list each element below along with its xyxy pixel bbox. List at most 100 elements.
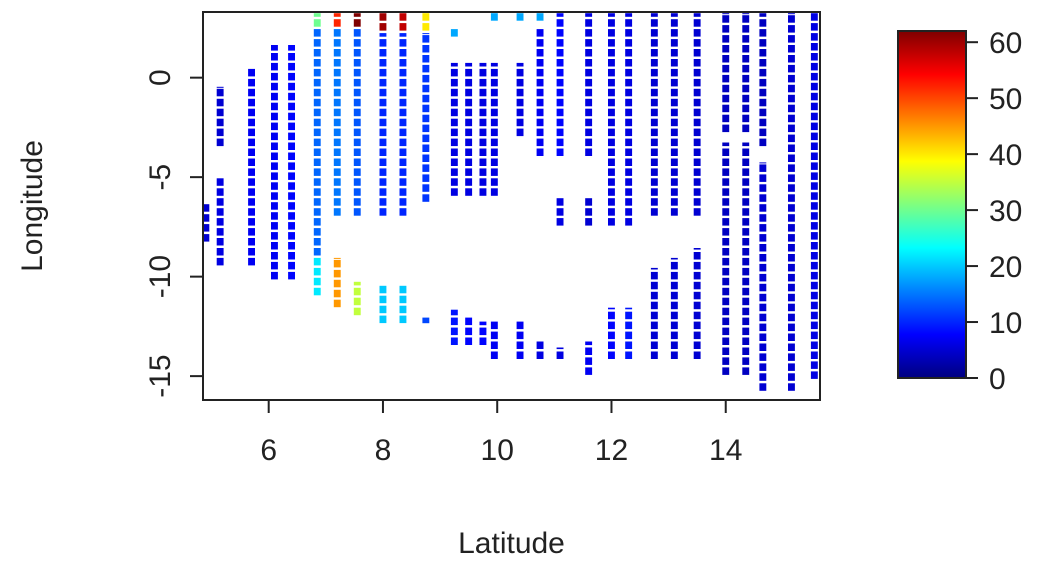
heatmap-cell: [625, 311, 633, 320]
heatmap-cell: [422, 64, 430, 73]
heatmap-cell: [722, 248, 730, 256]
heatmap-cell: [536, 118, 544, 127]
heatmap-cell: [625, 188, 633, 196]
heatmap-cell: [693, 178, 701, 186]
heatmap-cell: [379, 178, 387, 186]
heatmap-cell: [693, 39, 701, 47]
heatmap-cell: [810, 72, 818, 81]
heatmap-cell: [516, 108, 524, 117]
heatmap-cell: [693, 301, 701, 310]
heatmap-cell: [422, 317, 430, 324]
heatmap-cell: [693, 128, 701, 137]
heatmap-cell: [742, 347, 750, 355]
heatmap-cell: [670, 208, 678, 216]
heatmap-cell: [650, 271, 658, 280]
heatmap-cell: [742, 55, 750, 63]
heatmap-cell: [810, 53, 818, 61]
heatmap-cell: [333, 88, 341, 97]
heatmap-cell: [516, 88, 524, 97]
heatmap-cell: [693, 108, 701, 117]
heatmap-cell: [271, 232, 278, 240]
heatmap-cell: [479, 108, 487, 117]
heatmap-cell: [608, 29, 615, 37]
heatmap-cell: [742, 158, 750, 166]
heatmap-cell: [722, 13, 730, 15]
colorbar-tick-label: 10: [989, 307, 1022, 340]
heatmap-cell: [759, 333, 767, 341]
heatmap-cell: [313, 29, 321, 37]
heatmap-cell: [288, 132, 295, 141]
heatmap-cell: [759, 68, 767, 77]
heatmap-cell: [353, 158, 361, 166]
heatmap-cell: [465, 337, 473, 345]
heatmap-cell: [585, 148, 593, 156]
heatmap-cell: [465, 158, 473, 166]
heatmap-cell: [670, 88, 678, 97]
heatmap-cell: [742, 357, 750, 365]
heatmap-cell: [271, 162, 278, 170]
heatmap-cell: [248, 168, 255, 176]
heatmap-cell: [422, 94, 430, 103]
heatmap-cell: [216, 128, 224, 137]
heatmap-cell: [759, 138, 767, 147]
heatmap-cell: [585, 218, 593, 226]
heatmap-cell: [625, 128, 633, 137]
heatmap-cell: [585, 13, 593, 17]
heatmap-cell: [465, 168, 473, 176]
heatmap-cell: [271, 212, 278, 220]
heatmap-cell: [422, 45, 430, 53]
heatmap-cell: [313, 287, 321, 296]
heatmap-cell: [353, 307, 361, 316]
heatmap-cell: [650, 19, 658, 27]
heatmap-cell: [788, 164, 795, 172]
heatmap-cell: [216, 118, 224, 127]
heatmap-cell: [399, 33, 407, 37]
heatmap-cell: [650, 88, 658, 97]
heatmap-cell: [670, 59, 678, 67]
heatmap-cell: [313, 68, 321, 77]
heatmap-cell: [742, 198, 750, 206]
heatmap-cell: [810, 232, 818, 240]
heatmap-cell: [490, 351, 498, 359]
heatmap-cell: [742, 13, 750, 15]
heatmap-cell: [585, 357, 593, 365]
heatmap-cell: [742, 94, 750, 103]
heatmap-cell: [516, 13, 524, 21]
heatmap-cell: [490, 62, 498, 67]
heatmap-cell: [399, 305, 407, 314]
heatmap-cell: [625, 59, 633, 67]
heatmap-cell: [202, 204, 210, 212]
heatmap-cell: [650, 208, 658, 216]
colorbar-tick-label: 40: [989, 139, 1022, 172]
heatmap-cell: [271, 92, 278, 101]
heatmap-cell: [759, 224, 767, 232]
heatmap-cell: [608, 311, 615, 320]
heatmap-cell: [333, 168, 341, 176]
heatmap-cell: [399, 285, 407, 294]
heatmap-cell: [585, 118, 593, 127]
heatmap-cell: [288, 202, 295, 210]
heatmap-cell: [650, 311, 658, 320]
heatmap-cell: [248, 98, 255, 107]
heatmap-cell: [788, 94, 795, 103]
heatmap-cell: [759, 194, 767, 202]
heatmap-cell: [399, 68, 407, 77]
heatmap-cell: [759, 174, 767, 182]
heatmap-cell: [536, 49, 544, 57]
heatmap-cell: [536, 148, 544, 156]
heatmap-cell: [422, 174, 430, 182]
heatmap-cell: [670, 321, 678, 330]
heatmap-cell: [288, 152, 295, 160]
heatmap-cell: [670, 138, 678, 147]
heatmap-cell: [313, 248, 321, 256]
heatmap-cell: [536, 98, 544, 107]
heatmap-cell: [288, 261, 295, 270]
heatmap-cell: [353, 198, 361, 206]
heatmap-cell: [788, 194, 795, 202]
heatmap-cell: [788, 234, 795, 242]
heatmap-cell: [556, 138, 564, 147]
heatmap-cell: [479, 78, 487, 87]
heatmap-cell: [490, 13, 498, 21]
heatmap-cell: [742, 188, 750, 196]
heatmap-cell: [670, 331, 678, 340]
